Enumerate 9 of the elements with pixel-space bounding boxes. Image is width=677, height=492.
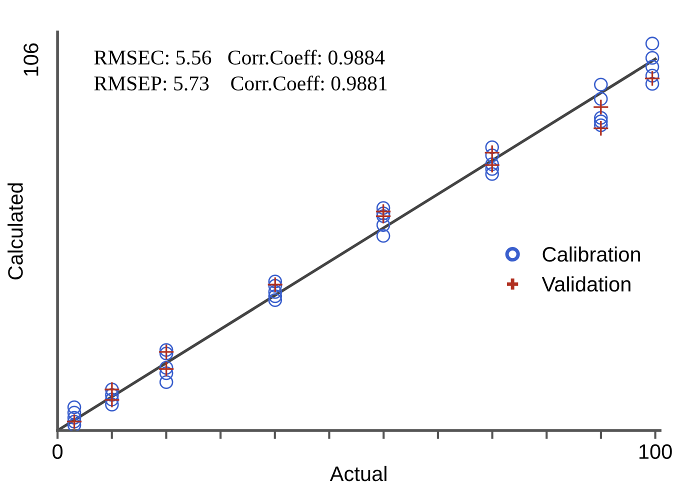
annotation: RMSEC: 5.56 Corr.Coeff: 0.9884 — [94, 50, 385, 65]
annotation: RMSEP: 5.73 Corr.Coeff: 0.9881 — [94, 76, 387, 91]
x-tick-label: 0 — [52, 444, 63, 459]
legend-label: Validation — [542, 276, 630, 292]
text: 106 — [24, 43, 38, 76]
legend-label: Calibration — [542, 246, 640, 262]
x-tick-label: 100 — [640, 444, 672, 459]
y-axis-title: Calculated — [8, 183, 23, 280]
x-axis-title: Actual — [330, 466, 386, 482]
